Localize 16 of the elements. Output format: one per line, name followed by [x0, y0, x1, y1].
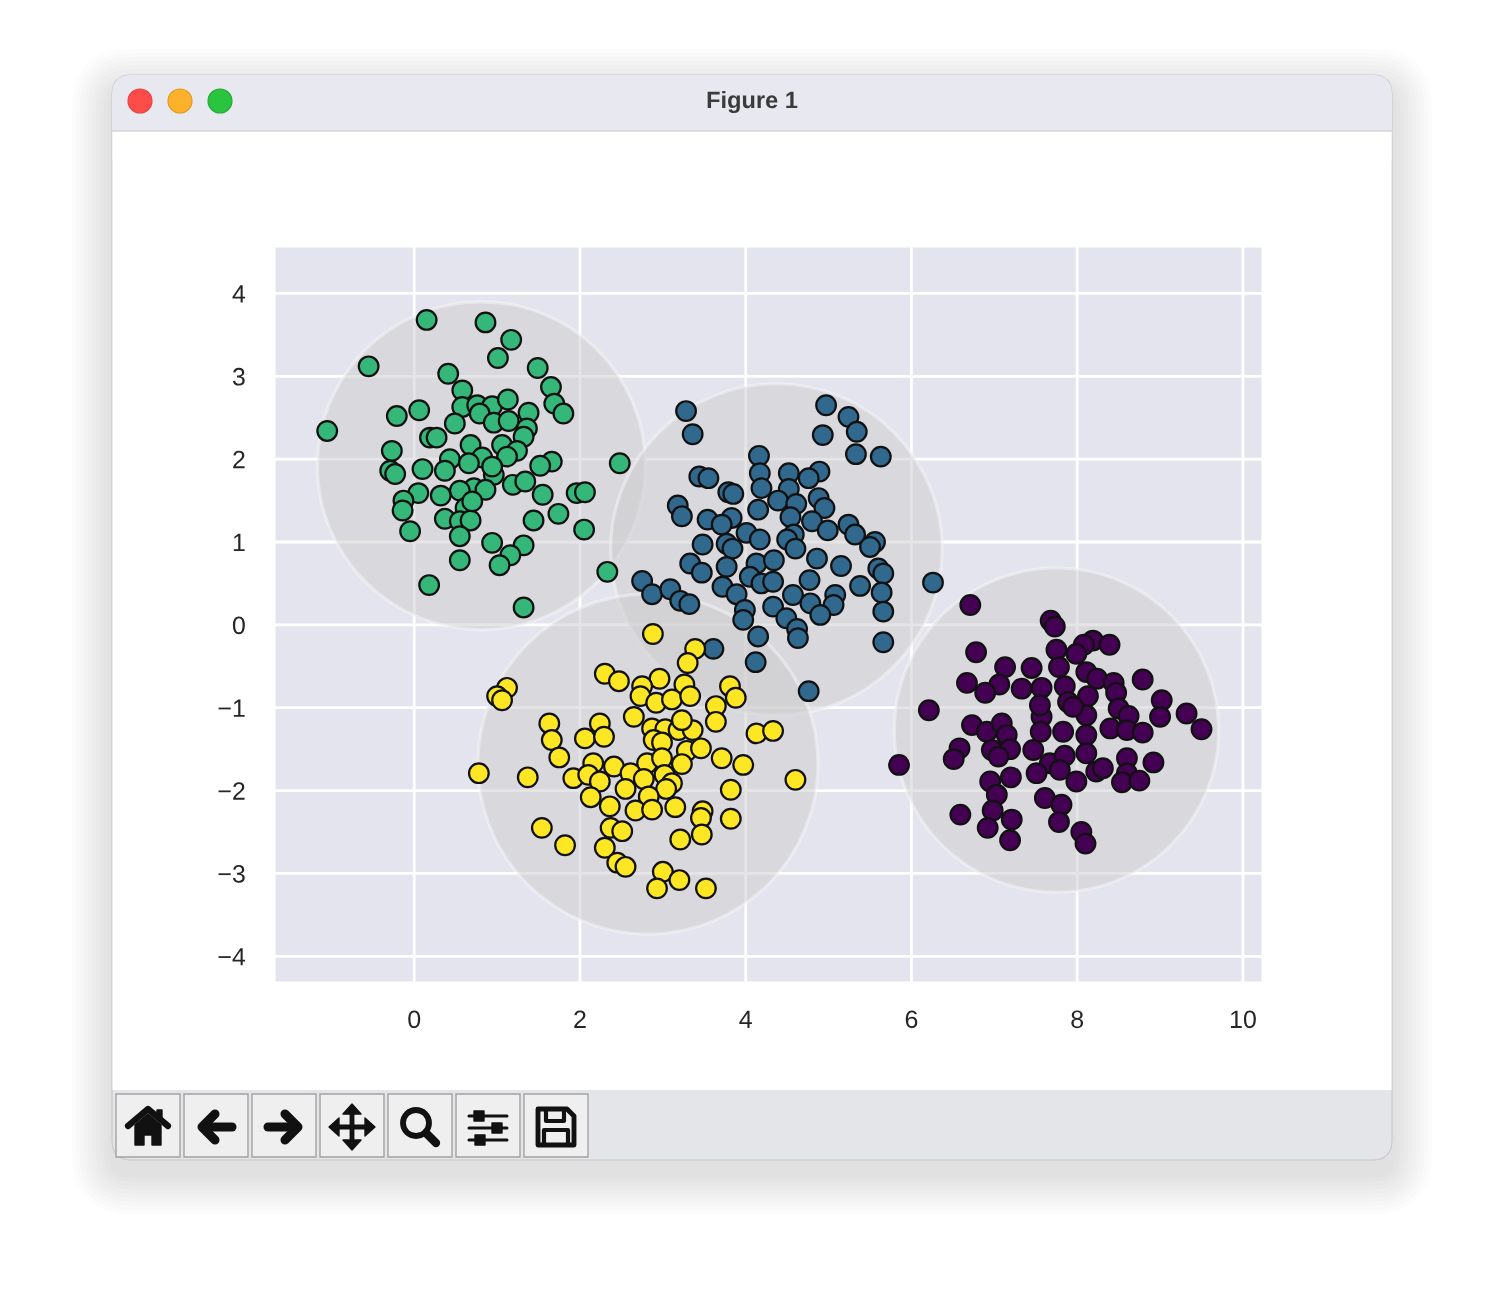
y-tick-label: −3 — [218, 865, 245, 883]
x-tick-label: 4 — [739, 1010, 752, 1028]
y-tick-label: −1 — [218, 699, 245, 717]
x-tick-label: 10 — [1230, 1010, 1256, 1029]
x-tick-label: 6 — [905, 1010, 918, 1029]
y-tick-label: 1 — [233, 533, 245, 552]
y-tick-label: 4 — [232, 285, 246, 303]
x-tick-label: 8 — [1071, 1010, 1084, 1029]
chart-title: Figure 1 — [707, 90, 798, 114]
y-tick-label: 0 — [232, 616, 245, 635]
y-tick-label: 2 — [233, 450, 245, 469]
y-tick-label: −4 — [218, 948, 246, 966]
x-tick-label: 0 — [408, 1010, 421, 1029]
y-tick-label: 3 — [232, 367, 245, 386]
y-tick-label: −2 — [218, 782, 245, 800]
x-tick-label: 2 — [574, 1010, 586, 1028]
